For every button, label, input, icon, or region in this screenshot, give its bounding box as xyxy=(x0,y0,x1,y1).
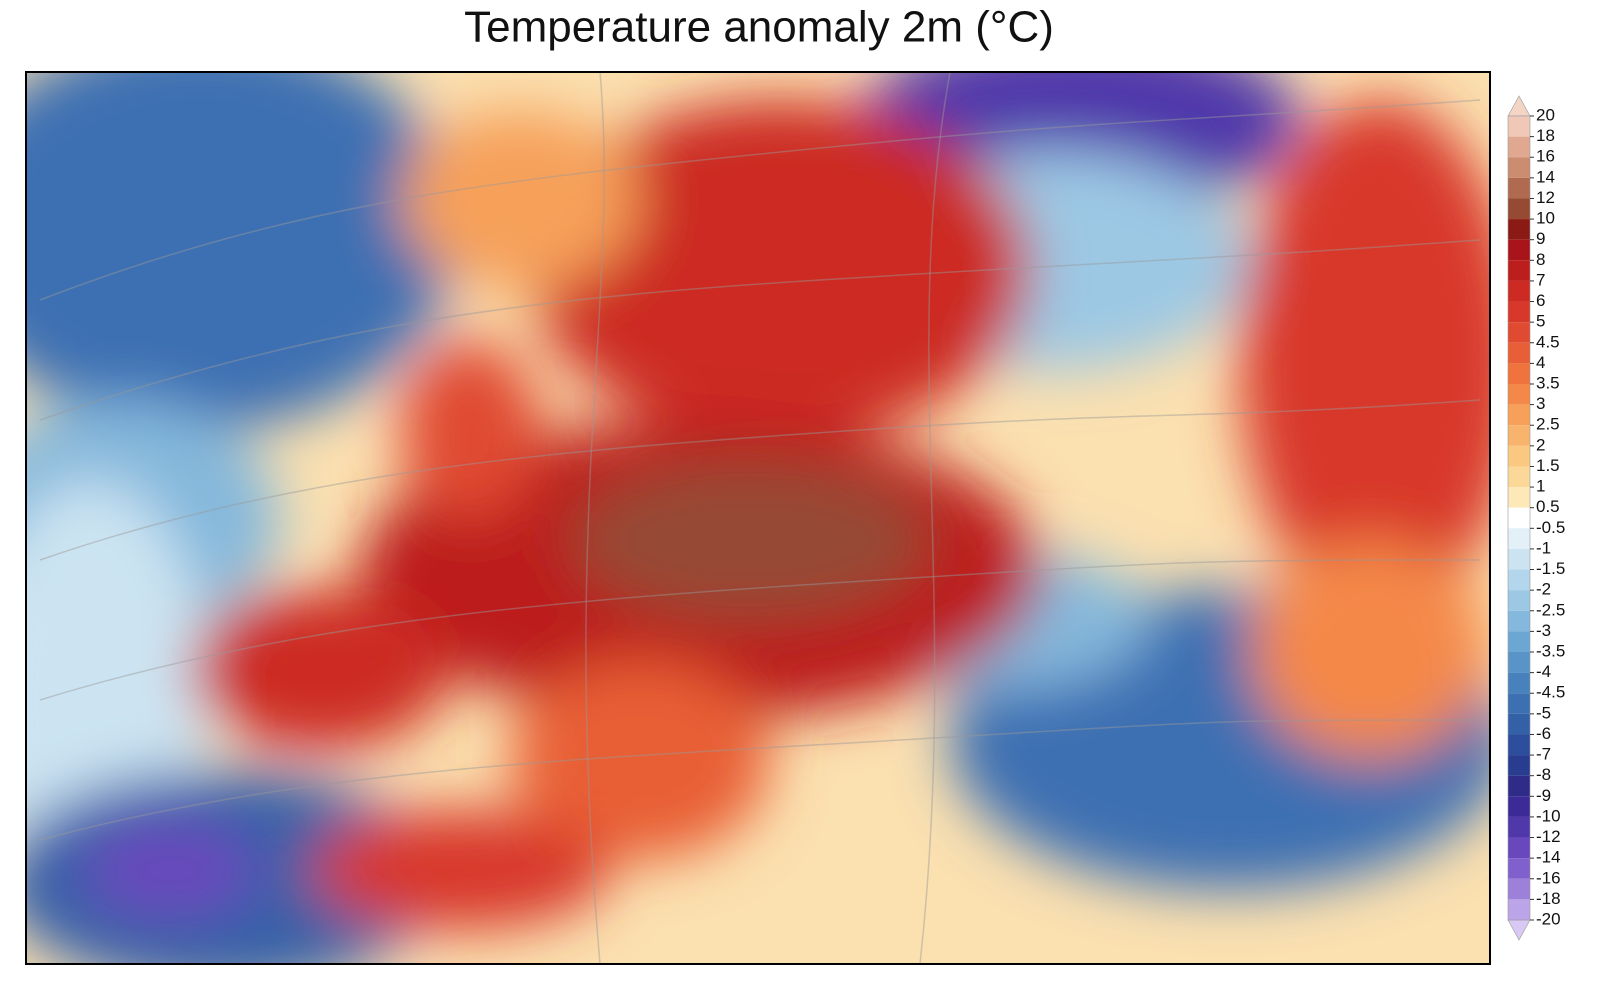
colorbar-label: 4.5 xyxy=(1536,332,1560,351)
colorbar-bin xyxy=(1508,301,1530,323)
colorbar-bin xyxy=(1508,569,1530,591)
colorbar-label: 4 xyxy=(1536,353,1545,372)
colorbar-label: 14 xyxy=(1536,167,1555,186)
colorbar-label: -3.5 xyxy=(1536,641,1565,660)
colorbar-label: -16 xyxy=(1536,868,1561,887)
colorbar-bin xyxy=(1508,610,1530,632)
colorbar-label: 7 xyxy=(1536,270,1545,289)
colorbar-bin xyxy=(1508,734,1530,756)
colorbar-label: -5 xyxy=(1536,703,1551,722)
colorbar-bin xyxy=(1508,177,1530,199)
colorbar-bin xyxy=(1508,672,1530,694)
colorbar-bin xyxy=(1508,507,1530,529)
colorbar-bin xyxy=(1508,466,1530,488)
colorbar-bin xyxy=(1508,487,1530,508)
colorbar-frame xyxy=(1507,115,1531,921)
colorbar-label: -1.5 xyxy=(1536,559,1565,578)
colorbar-bin xyxy=(1508,837,1530,859)
colorbar-label: 0.5 xyxy=(1536,497,1560,516)
colorbar-bin xyxy=(1508,713,1530,735)
colorbar-label: -1 xyxy=(1536,538,1551,557)
colorbar-label: 1.5 xyxy=(1536,456,1560,475)
colorbar-label: 5 xyxy=(1536,312,1545,331)
colorbar-label: 9 xyxy=(1536,229,1545,248)
colorbar-label: 6 xyxy=(1536,291,1545,310)
colorbar-label: -14 xyxy=(1536,848,1561,867)
colorbar-bin xyxy=(1508,878,1530,900)
map xyxy=(26,72,1490,964)
colorbar-bin xyxy=(1508,775,1530,797)
colorbar-label: 18 xyxy=(1536,126,1555,145)
colorbar-bin xyxy=(1508,157,1530,178)
colorbar-label: -0.5 xyxy=(1536,518,1565,537)
colorbar-label: 2.5 xyxy=(1536,415,1560,434)
colorbar-bin xyxy=(1508,425,1530,446)
colorbar-label: 10 xyxy=(1536,209,1555,228)
colorbar-label: -4 xyxy=(1536,662,1551,681)
colorbar-bin xyxy=(1508,693,1530,714)
colorbar-label: -6 xyxy=(1536,724,1551,743)
colorbar-label: 16 xyxy=(1536,147,1555,166)
colorbar-extend-bottom xyxy=(1507,919,1531,941)
colorbar-label: 3 xyxy=(1536,394,1545,413)
colorbar-bin xyxy=(1508,404,1530,426)
colorbar-bin xyxy=(1508,239,1530,261)
colorbar-extend-top xyxy=(1507,95,1531,117)
colorbar-label: -20 xyxy=(1536,909,1561,928)
colorbar-label: -8 xyxy=(1536,765,1551,784)
colorbar-bin xyxy=(1508,280,1530,302)
colorbar-bin xyxy=(1508,322,1530,343)
colorbar-label: -12 xyxy=(1536,827,1561,846)
colorbar-label: -9 xyxy=(1536,786,1551,805)
map-frame xyxy=(25,71,1491,965)
colorbar-label: -2.5 xyxy=(1536,600,1565,619)
colorbar-bin xyxy=(1508,198,1530,220)
colorbar-bin xyxy=(1508,548,1530,570)
colorbar-bin xyxy=(1508,652,1530,673)
colorbar-bin xyxy=(1508,260,1530,281)
colorbar-label: 2 xyxy=(1536,435,1545,454)
colorbar-bin xyxy=(1508,796,1530,817)
colorbar-bin xyxy=(1508,858,1530,879)
colorbar-label: 20 xyxy=(1536,105,1555,124)
colorbar-label: -2 xyxy=(1536,580,1551,599)
colorbar-bin xyxy=(1508,363,1530,384)
colorbar-label: 3.5 xyxy=(1536,373,1560,392)
colorbar-bin xyxy=(1508,631,1530,652)
colorbar-bin xyxy=(1508,445,1530,467)
colorbar-bin xyxy=(1508,590,1530,611)
colorbar-bin xyxy=(1508,528,1530,549)
colorbar-label: -4.5 xyxy=(1536,683,1565,702)
colorbar-bin xyxy=(1508,755,1530,776)
colorbar-bin xyxy=(1508,219,1530,240)
colorbar-bin xyxy=(1508,899,1530,920)
colorbar-label: -3 xyxy=(1536,621,1551,640)
colorbar-label: 8 xyxy=(1536,250,1545,269)
colorbar-bin xyxy=(1508,816,1530,838)
colorbar-label: -18 xyxy=(1536,889,1561,908)
colorbar-bin xyxy=(1508,136,1530,158)
colorbar-label: 12 xyxy=(1536,188,1555,207)
colorbar-bin xyxy=(1508,116,1530,137)
colorbar-label: -10 xyxy=(1536,806,1561,825)
chart-title: Temperature anomaly 2m (°C) xyxy=(464,3,1054,52)
colorbar-label: -7 xyxy=(1536,745,1551,764)
colorbar-bin xyxy=(1508,342,1530,364)
colorbar-label: 1 xyxy=(1536,477,1545,496)
colorbar-bin xyxy=(1508,384,1530,405)
